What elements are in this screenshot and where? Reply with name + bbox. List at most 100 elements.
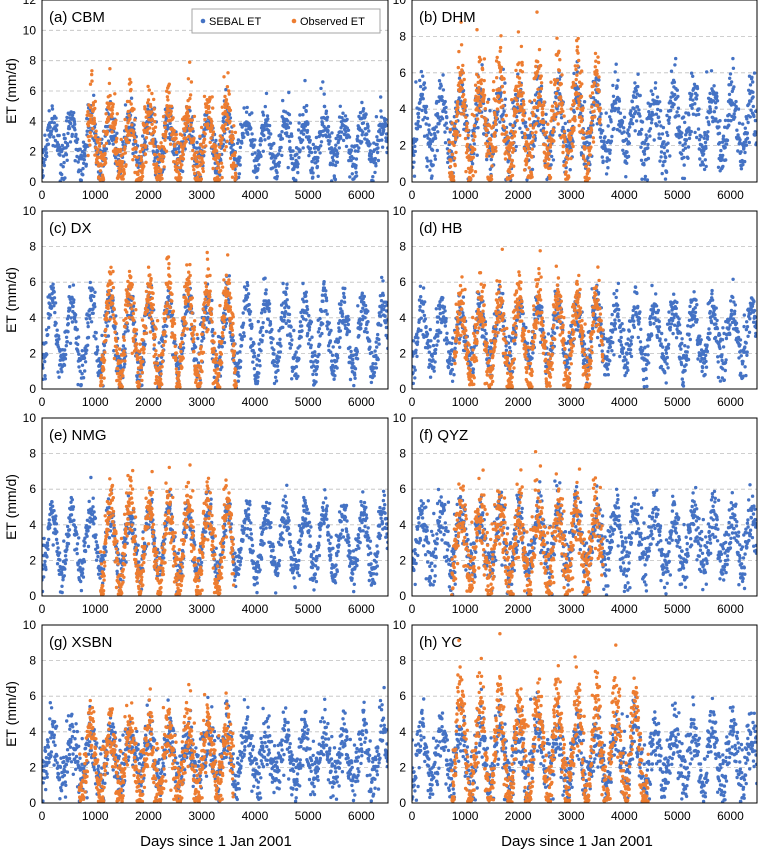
sebal-point bbox=[648, 134, 652, 138]
observed-point bbox=[135, 155, 139, 159]
observed-point bbox=[548, 175, 553, 180]
sebal-point bbox=[699, 134, 703, 139]
observed-point bbox=[174, 136, 178, 141]
observed-point bbox=[189, 123, 193, 127]
sebal-point bbox=[114, 156, 118, 160]
sebal-point bbox=[470, 162, 475, 166]
observed-point bbox=[504, 130, 509, 134]
observed-point bbox=[484, 141, 488, 146]
sebal-point bbox=[475, 153, 479, 157]
sebal-point bbox=[682, 155, 686, 160]
observed-point bbox=[182, 144, 186, 148]
sebal-point bbox=[303, 128, 307, 132]
sebal-point bbox=[587, 141, 592, 146]
sebal-point bbox=[675, 110, 679, 114]
sebal-point bbox=[253, 354, 257, 359]
sebal-point bbox=[680, 131, 684, 135]
observed-point bbox=[110, 115, 114, 119]
sebal-point bbox=[264, 288, 268, 292]
sebal-point bbox=[343, 114, 348, 118]
sebal-point bbox=[718, 141, 722, 145]
sebal-point bbox=[95, 345, 100, 349]
observed-point bbox=[530, 154, 534, 159]
sebal-point bbox=[640, 177, 644, 181]
sebal-point bbox=[640, 120, 645, 124]
sebal-point bbox=[657, 120, 662, 124]
sebal-point bbox=[732, 112, 736, 116]
panel-title: (b) DHM bbox=[419, 9, 476, 26]
sebal-point bbox=[444, 110, 448, 114]
observed-point bbox=[462, 112, 466, 116]
observed-point bbox=[178, 166, 183, 170]
sebal-point bbox=[52, 296, 57, 300]
sebal-point bbox=[263, 138, 267, 142]
observed-point bbox=[492, 80, 496, 84]
observed-point bbox=[458, 133, 462, 138]
sebal-point bbox=[690, 106, 694, 110]
observed-point bbox=[485, 152, 489, 156]
sebal-point bbox=[600, 155, 604, 159]
y-tick-label: 6 bbox=[29, 84, 36, 98]
sebal-point bbox=[443, 130, 447, 134]
sebal-point bbox=[690, 92, 694, 96]
sebal-point bbox=[445, 126, 449, 130]
sebal-point bbox=[608, 115, 612, 119]
sebal-point bbox=[314, 135, 319, 140]
observed-point bbox=[577, 123, 581, 128]
sebal-point bbox=[611, 106, 615, 110]
observed-point bbox=[495, 107, 500, 111]
observed-point bbox=[187, 105, 192, 110]
sebal-point bbox=[664, 155, 668, 160]
observed-point bbox=[119, 169, 123, 174]
observed-point bbox=[134, 146, 138, 150]
sebal-point bbox=[416, 115, 421, 119]
observed-point bbox=[218, 134, 222, 138]
sebal-point bbox=[618, 111, 623, 115]
observed-point bbox=[542, 100, 546, 104]
sebal-point bbox=[644, 133, 648, 137]
sebal-point bbox=[663, 177, 668, 181]
sebal-point bbox=[354, 163, 358, 168]
observed-point bbox=[532, 112, 536, 117]
observed-point bbox=[510, 136, 514, 140]
sebal-point bbox=[58, 145, 62, 150]
sebal-point bbox=[658, 136, 662, 141]
sebal-point bbox=[416, 119, 420, 124]
observed-point bbox=[89, 113, 94, 118]
observed-point bbox=[595, 72, 599, 76]
sebal-point bbox=[629, 118, 633, 122]
sebal-point bbox=[669, 108, 673, 113]
sebal-point bbox=[626, 128, 630, 132]
sebal-point bbox=[70, 320, 75, 324]
observed-point bbox=[124, 124, 128, 129]
observed-point bbox=[569, 156, 573, 161]
observed-point bbox=[454, 150, 458, 155]
sebal-point bbox=[296, 128, 301, 132]
sebal-point bbox=[334, 149, 339, 153]
observed-point bbox=[490, 164, 494, 168]
sebal-point bbox=[330, 155, 335, 160]
observed-point bbox=[541, 129, 546, 133]
observed-point bbox=[598, 117, 602, 122]
panel-title: (a) CBM bbox=[49, 9, 105, 26]
sebal-point bbox=[425, 156, 429, 160]
observed-point bbox=[552, 139, 556, 143]
sebal-point bbox=[703, 158, 707, 162]
observed-point bbox=[226, 127, 230, 131]
observed-point bbox=[526, 142, 530, 146]
observed-point bbox=[216, 162, 221, 166]
sebal-point bbox=[251, 360, 255, 364]
sebal-point bbox=[261, 110, 265, 114]
sebal-point bbox=[606, 124, 610, 128]
observed-point bbox=[494, 149, 498, 153]
sebal-point bbox=[300, 129, 304, 133]
observed-point bbox=[198, 134, 202, 138]
sebal-point bbox=[63, 176, 67, 180]
sebal-point bbox=[49, 306, 54, 310]
sebal-point bbox=[248, 318, 252, 322]
observed-point bbox=[93, 106, 97, 111]
sebal-point bbox=[86, 335, 91, 340]
sebal-point bbox=[252, 367, 257, 371]
sebal-point bbox=[276, 368, 280, 373]
